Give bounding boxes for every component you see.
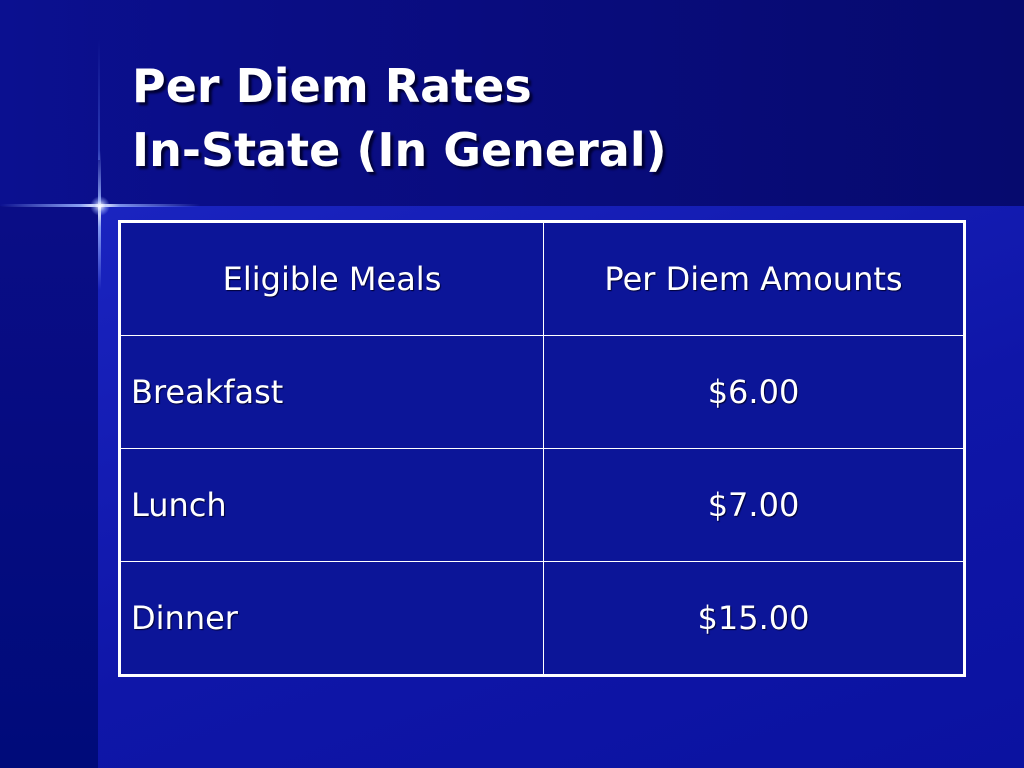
title-line-2: In-State (In General) <box>132 123 667 177</box>
header-eligible-meals: Eligible Meals <box>119 221 544 336</box>
per-diem-table: Eligible Meals Per Diem Amounts Breakfas… <box>118 220 966 677</box>
amount-cell: $7.00 <box>543 448 965 562</box>
left-band <box>0 206 98 768</box>
light-flare-icon <box>90 196 110 216</box>
title-line-1: Per Diem Rates <box>132 59 532 113</box>
light-flare-line <box>98 40 100 160</box>
title-band <box>0 0 1024 206</box>
meal-cell: Breakfast <box>119 335 544 449</box>
table-row: Dinner $15.00 <box>119 561 965 676</box>
table-header-row: Eligible Meals Per Diem Amounts <box>119 221 965 336</box>
amount-cell: $15.00 <box>543 561 965 676</box>
table-row: Breakfast $6.00 <box>119 335 965 449</box>
table-row: Lunch $7.00 <box>119 448 965 562</box>
meal-cell: Dinner <box>119 561 544 676</box>
slide-title: Per Diem Rates In-State (In General) <box>132 54 667 182</box>
amount-cell: $6.00 <box>543 335 965 449</box>
header-per-diem-amounts: Per Diem Amounts <box>543 221 965 336</box>
meal-cell: Lunch <box>119 448 544 562</box>
light-flare-vertical <box>98 150 101 290</box>
